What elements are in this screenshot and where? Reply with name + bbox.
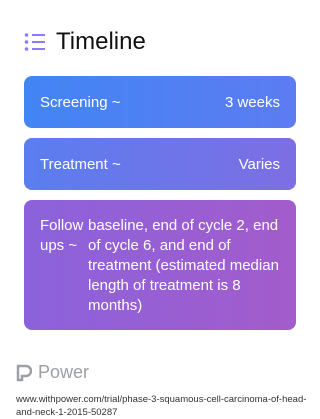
label: Treatment ~ — [40, 155, 121, 173]
list-icon — [24, 33, 45, 51]
timeline-card: Treatment ~ Varies — [24, 138, 296, 190]
title: Timeline — [56, 28, 146, 55]
value: baseline, end of cycle 2, end of cycle 6… — [88, 217, 279, 314]
label: Screening ~ — [40, 93, 121, 111]
logo — [16, 364, 32, 381]
brand: Power — [16, 362, 89, 383]
timeline-card: Screening ~ 3 weeks — [24, 76, 296, 128]
url: www.withpower.com/trial/phase-3-squamous… — [16, 394, 307, 418]
value: Varies — [238, 155, 280, 173]
header: Timeline — [24, 28, 146, 56]
value: 3 weeks — [224, 93, 280, 111]
label: Follow ups ~ — [40, 217, 84, 254]
brand-name: Power — [38, 362, 90, 382]
timeline-card: Follow ups ~ baseline, end of cycle 2, e… — [24, 200, 296, 330]
